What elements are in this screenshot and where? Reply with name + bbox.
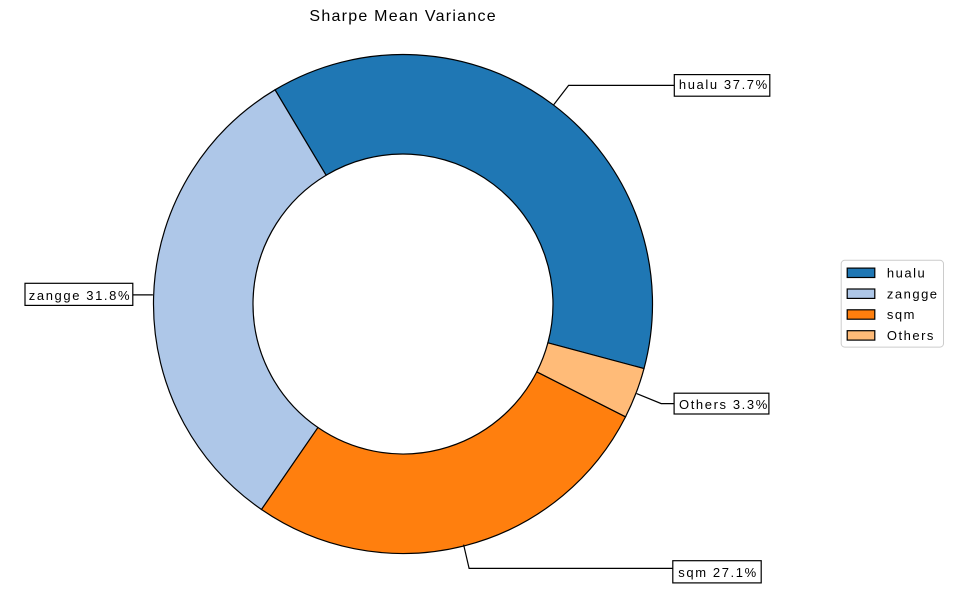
svg-text:hualu: hualu bbox=[887, 266, 926, 281]
svg-text:Others: Others bbox=[887, 328, 935, 343]
svg-text:sqm 27.1%: sqm 27.1% bbox=[678, 565, 757, 580]
svg-text:sqm: sqm bbox=[887, 307, 916, 322]
svg-text:Sharpe Mean Variance: Sharpe Mean Variance bbox=[309, 8, 496, 25]
svg-text:Others 3.3%: Others 3.3% bbox=[679, 397, 769, 412]
svg-text:zangge: zangge bbox=[887, 286, 939, 301]
svg-text:zangge 31.8%: zangge 31.8% bbox=[29, 288, 131, 303]
svg-text:hualu 37.7%: hualu 37.7% bbox=[679, 77, 769, 92]
